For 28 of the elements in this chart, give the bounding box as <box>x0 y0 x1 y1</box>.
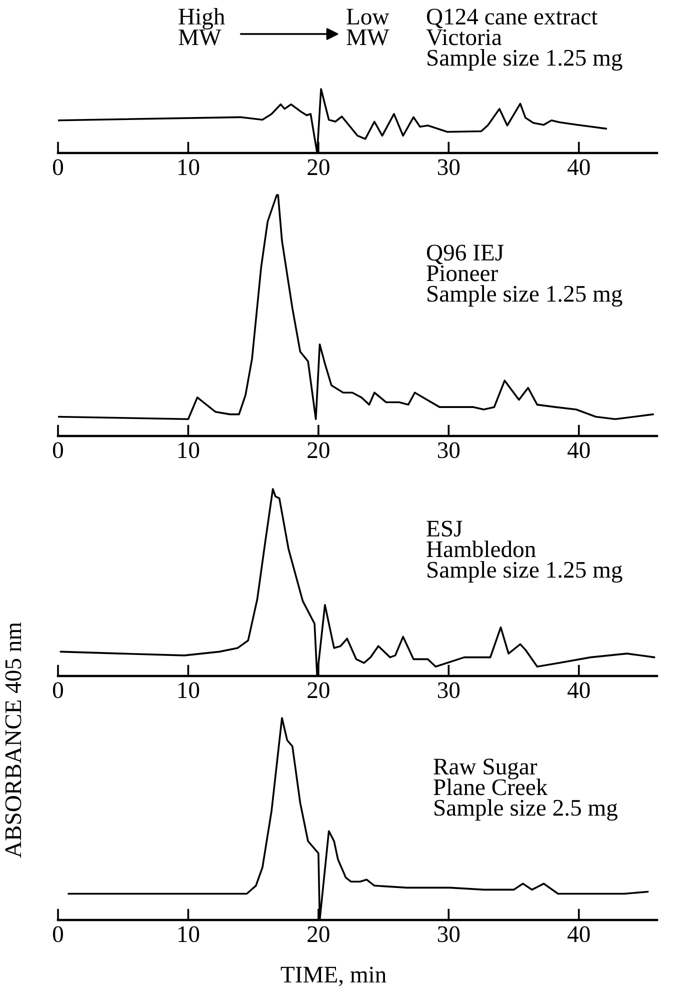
x-tick-label: 10 <box>178 682 200 698</box>
x-tick-label: 0 <box>52 926 64 942</box>
x-tick-label: 30 <box>438 159 460 176</box>
x-tick-label: 0 <box>52 442 64 458</box>
text: Q124 cane extract Victoria Sample size 1.25 mg <box>426 8 622 71</box>
x-tick-label: 20 <box>308 682 330 698</box>
x-tick-label: 10 <box>178 442 200 458</box>
x-tick-label: 20 <box>308 926 330 942</box>
x-tick-label: 30 <box>438 442 460 458</box>
x-tick-label: 40 <box>568 442 590 458</box>
x-tick-label: 10 <box>178 159 200 176</box>
x-tick-label: 40 <box>568 926 590 942</box>
x-axis-title: TIME, min <box>280 966 386 986</box>
x-tick-label: 10 <box>178 926 200 942</box>
y-axis-title: ABSORBANCE 405 nm <box>5 622 22 858</box>
x-tick-label: 0 <box>52 682 64 698</box>
text: Low MW <box>346 8 390 46</box>
x-tick-label: 20 <box>308 442 330 458</box>
annotation: Raw Sugar Plane Creek Sample size 2.5 mg <box>434 758 618 821</box>
x-tick-label: 30 <box>438 926 460 942</box>
x-tick-label: 40 <box>568 682 590 698</box>
annotation: Q96 IEJ Pioneer Sample size 1.25 mg <box>426 244 622 307</box>
x-tick-label: 40 <box>568 159 590 176</box>
text: High MW <box>178 8 225 46</box>
annotation: ESJ Hambledon Sample size 1.25 mg <box>426 520 622 583</box>
x-tick-label: 0 <box>52 159 64 176</box>
x-tick-label: 30 <box>438 682 460 698</box>
x-tick-label: 20 <box>308 159 330 176</box>
